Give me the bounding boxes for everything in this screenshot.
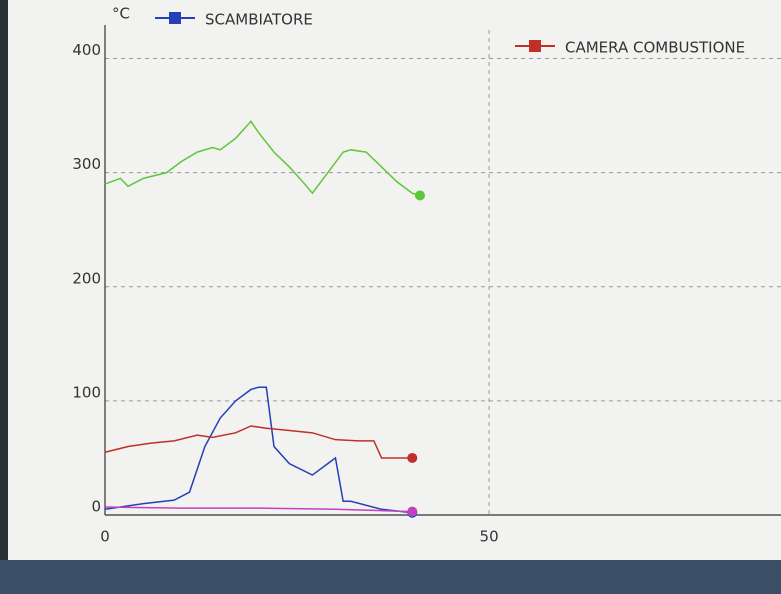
- end-marker: [407, 453, 417, 463]
- end-marker: [407, 507, 417, 517]
- y-tick-label: 0: [91, 498, 101, 516]
- taskbar: [0, 560, 781, 594]
- y-tick-label: 100: [72, 383, 101, 401]
- chart: °C 0 100 200 300 400 0 50 SCAMBIATORE CAMERA COM…: [0, 0, 781, 594]
- y-tick-label: 300: [72, 155, 101, 173]
- y-tick-label: 200: [72, 269, 101, 287]
- legend-label: SCAMBIATORE: [205, 11, 313, 29]
- screen: [8, 0, 781, 560]
- legend-marker: [169, 12, 181, 24]
- page: {"chart_data": {"type": "line", "y_label…: [0, 0, 781, 594]
- legend-marker: [529, 40, 541, 52]
- legend-label: CAMERA COMBUSTIONE: [565, 39, 745, 57]
- y-tick-label: 400: [72, 41, 101, 59]
- x-tick-label: 0: [100, 528, 110, 546]
- x-tick-label: 50: [480, 528, 499, 546]
- y-axis-label: °C: [112, 5, 130, 23]
- end-marker: [415, 190, 425, 200]
